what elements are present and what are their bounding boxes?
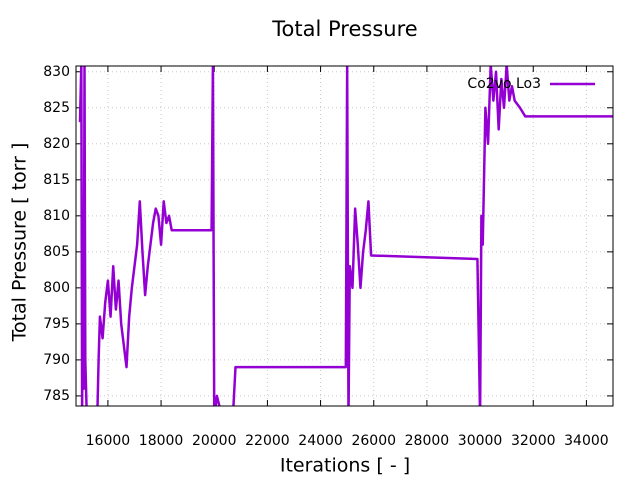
x-tick-label: 34000 (564, 433, 609, 449)
x-tick-label: 22000 (245, 433, 290, 449)
x-tick-label: 28000 (405, 433, 450, 449)
x-tick-label: 24000 (298, 433, 343, 449)
x-tick-label: 32000 (511, 433, 556, 449)
plot-frame (75, 65, 614, 407)
data-line (78, 66, 613, 406)
y-tick-label: 795 (43, 316, 70, 332)
y-tick-label: 810 (43, 208, 70, 224)
legend-label: Co2vo Lo3 (467, 76, 541, 92)
y-axis-label: Total Pressure [ torr ] (9, 143, 31, 343)
y-tick-label: 815 (43, 172, 70, 188)
x-tick-label: 26000 (351, 433, 396, 449)
x-tick-label: 20000 (192, 433, 237, 449)
y-tick-label: 790 (43, 352, 70, 368)
y-tick-label: 830 (43, 64, 70, 80)
y-tick-label: 820 (43, 136, 70, 152)
y-tick-label: 825 (43, 100, 70, 116)
x-tick-label: 30000 (458, 433, 503, 449)
y-tick-label: 785 (43, 388, 70, 404)
y-tick-label: 800 (43, 280, 70, 296)
y-tick-label: 805 (43, 244, 70, 260)
x-tick-label: 16000 (86, 433, 131, 449)
x-axis-label: Iterations [ - ] (280, 455, 410, 477)
x-tick-label: 18000 (139, 433, 184, 449)
chart-title: Total Pressure (271, 17, 417, 41)
